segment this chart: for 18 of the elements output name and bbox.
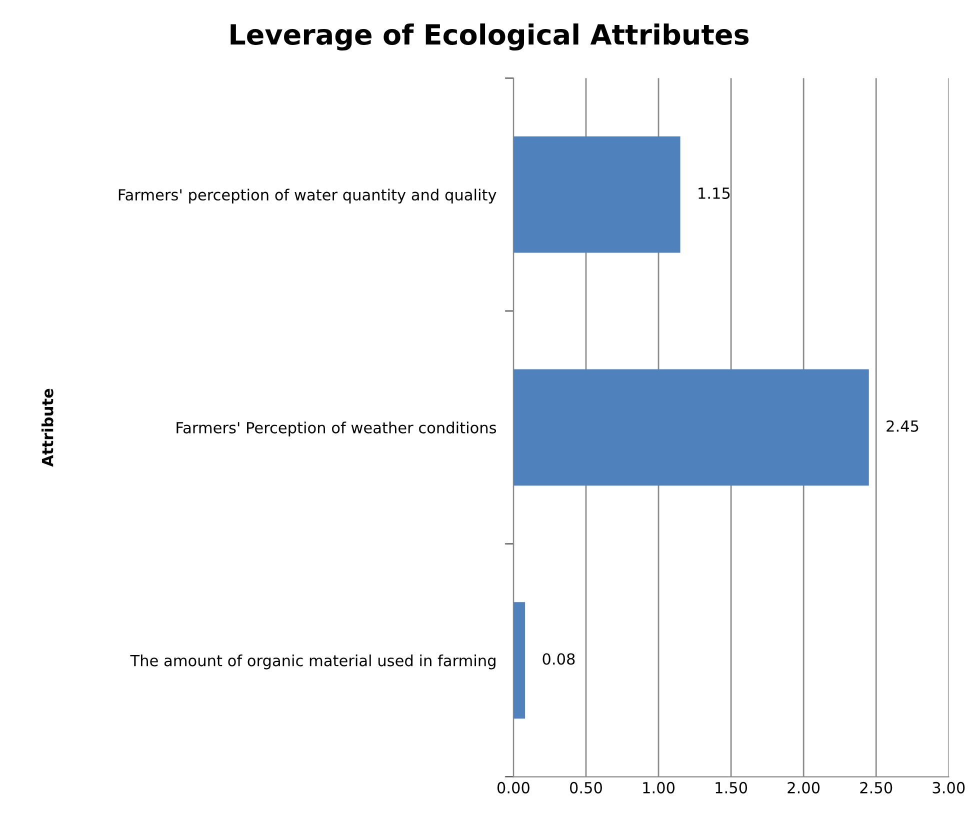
x-tick-label: 1.50 (716, 782, 748, 794)
data-label: 0.08 (542, 653, 575, 665)
x-tick-label: 0.00 (497, 782, 530, 794)
x-tick-label: 0.50 (570, 782, 602, 794)
y-axis-title: Attribute (42, 388, 54, 467)
x-tick-label: 2.00 (788, 782, 820, 794)
x-tick-label: 2.50 (860, 782, 892, 794)
data-label: 1.15 (698, 188, 730, 199)
y-tick-label: Farmers' perception of water quantity and quality (118, 188, 496, 204)
chart-title: Leverage of Ecological Attributes (230, 23, 749, 51)
bar (513, 136, 680, 253)
x-tick-label: 3.00 (932, 782, 965, 794)
y-tick-label: The amount of organic material used in farming (130, 654, 496, 670)
bar (513, 602, 526, 719)
y-tick-label: Farmers' Perception of weather conditions (176, 422, 496, 436)
x-tick-label: 1.00 (643, 782, 675, 794)
data-label: 2.45 (886, 420, 918, 432)
bar (513, 369, 869, 486)
